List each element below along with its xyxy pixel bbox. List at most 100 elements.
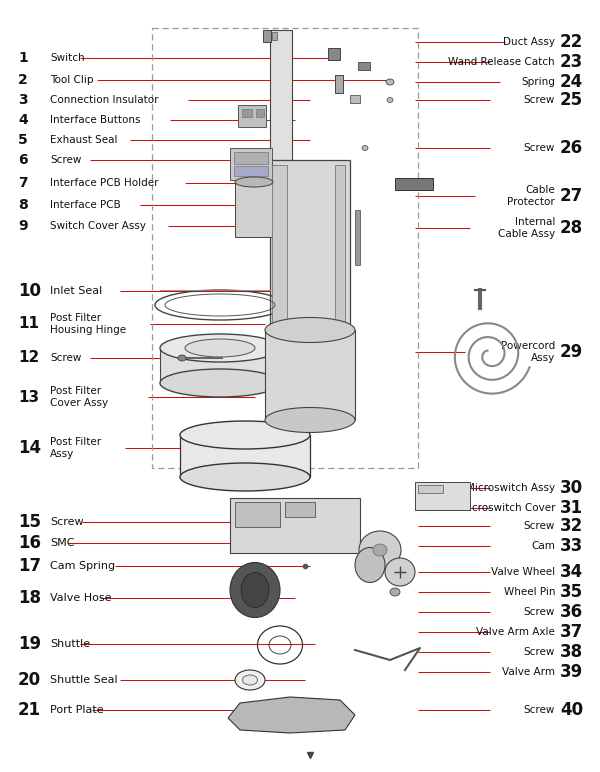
Text: 38: 38 — [560, 643, 583, 661]
Ellipse shape — [373, 544, 387, 556]
Text: Screw: Screw — [524, 143, 555, 153]
Text: 25: 25 — [560, 91, 583, 109]
Text: Tool Clip: Tool Clip — [50, 75, 94, 85]
Ellipse shape — [265, 317, 355, 343]
Bar — [235, 182, 273, 237]
Text: 16: 16 — [18, 534, 41, 552]
Text: 34: 34 — [560, 563, 583, 581]
Text: 5: 5 — [18, 133, 28, 147]
Text: 12: 12 — [18, 350, 39, 365]
Bar — [230, 498, 360, 553]
Text: 35: 35 — [560, 583, 583, 601]
Bar — [256, 109, 264, 117]
Text: Switch Cover Assy: Switch Cover Assy — [50, 221, 146, 231]
Text: Screw: Screw — [50, 155, 82, 165]
Text: Post Filter
Cover Assy: Post Filter Cover Assy — [50, 387, 108, 408]
Text: Interface PCB: Interface PCB — [50, 200, 121, 210]
Bar — [152, 28, 418, 468]
Text: 19: 19 — [18, 635, 41, 653]
Text: Powercord
Assy: Powercord Assy — [501, 341, 555, 363]
Text: Interface PCB Holder: Interface PCB Holder — [50, 178, 158, 188]
Text: Screw: Screw — [524, 521, 555, 531]
Bar — [415, 482, 470, 510]
Text: Connection Insulator: Connection Insulator — [50, 95, 158, 105]
Ellipse shape — [359, 531, 401, 569]
Text: 36: 36 — [560, 603, 583, 621]
Text: Screw: Screw — [50, 353, 82, 363]
Ellipse shape — [235, 670, 265, 690]
Text: 31: 31 — [560, 499, 583, 517]
Text: 8: 8 — [18, 198, 28, 212]
Bar — [355, 210, 360, 265]
Ellipse shape — [385, 558, 415, 586]
Text: 4: 4 — [18, 113, 28, 127]
Text: Screw: Screw — [50, 517, 83, 527]
Text: 20: 20 — [18, 671, 41, 689]
Text: Post Filter
Housing Hinge: Post Filter Housing Hinge — [50, 313, 126, 334]
Text: Interface Buttons: Interface Buttons — [50, 115, 140, 125]
Bar — [350, 95, 360, 103]
Text: Cam: Cam — [531, 541, 555, 551]
Text: Port Plate: Port Plate — [50, 705, 104, 715]
Text: 29: 29 — [560, 343, 583, 361]
Text: 33: 33 — [560, 537, 583, 555]
Text: Cam Spring: Cam Spring — [50, 561, 115, 571]
Bar — [230, 148, 272, 180]
Text: 21: 21 — [18, 701, 41, 719]
Bar — [358, 62, 370, 70]
Text: SMC: SMC — [50, 538, 74, 548]
Bar — [270, 160, 350, 360]
Text: Cable
Protector: Cable Protector — [507, 185, 555, 207]
Bar — [160, 348, 280, 383]
Text: Duct Assy: Duct Assy — [503, 37, 555, 47]
Text: 18: 18 — [18, 589, 41, 607]
Text: Wand Release Catch: Wand Release Catch — [448, 57, 555, 67]
Bar — [335, 75, 343, 93]
Ellipse shape — [386, 79, 394, 85]
Bar — [328, 48, 340, 60]
Text: 7: 7 — [18, 176, 28, 190]
Text: 24: 24 — [560, 73, 583, 91]
Text: Spring: Spring — [521, 77, 555, 87]
Text: Screw: Screw — [524, 647, 555, 657]
Ellipse shape — [265, 408, 355, 432]
Bar — [395, 178, 433, 190]
Text: Shuttle Seal: Shuttle Seal — [50, 675, 118, 685]
Bar — [272, 32, 277, 40]
Text: 13: 13 — [18, 390, 39, 405]
Bar — [234, 166, 268, 176]
Ellipse shape — [180, 421, 310, 449]
Bar — [180, 435, 310, 477]
Text: 3: 3 — [18, 93, 28, 107]
Bar — [270, 30, 292, 160]
Ellipse shape — [230, 563, 280, 618]
Text: Microswitch Cover: Microswitch Cover — [460, 503, 555, 513]
Text: Screw: Screw — [524, 705, 555, 715]
Ellipse shape — [355, 547, 385, 583]
Text: 15: 15 — [18, 513, 41, 531]
Text: 17: 17 — [18, 557, 41, 575]
Ellipse shape — [362, 145, 368, 151]
Ellipse shape — [160, 334, 280, 362]
Ellipse shape — [242, 675, 257, 685]
Text: 28: 28 — [560, 219, 583, 237]
Ellipse shape — [241, 573, 269, 608]
Ellipse shape — [178, 355, 186, 361]
Text: Inlet Seal: Inlet Seal — [50, 286, 102, 296]
Bar — [418, 485, 443, 493]
Bar — [238, 105, 266, 127]
Text: Screw: Screw — [524, 607, 555, 617]
Text: 2: 2 — [18, 73, 28, 87]
Text: 40: 40 — [560, 701, 583, 719]
Text: 32: 32 — [560, 517, 583, 535]
Text: 26: 26 — [560, 139, 583, 157]
Text: Screw: Screw — [524, 95, 555, 105]
Bar — [235, 502, 280, 527]
Ellipse shape — [387, 97, 393, 103]
Text: 27: 27 — [560, 187, 583, 205]
Ellipse shape — [185, 339, 255, 357]
Bar — [285, 502, 315, 517]
Bar — [263, 30, 271, 42]
Text: Shuttle: Shuttle — [50, 639, 90, 649]
Text: 23: 23 — [560, 53, 583, 71]
